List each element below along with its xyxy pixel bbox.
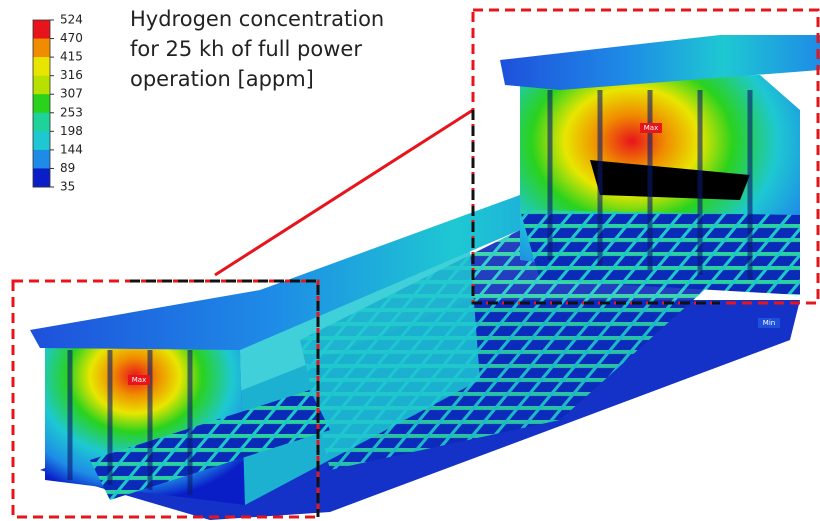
structure <box>30 35 820 520</box>
title-line: Hydrogen concentration <box>130 7 384 31</box>
legend-swatch <box>33 131 50 150</box>
color-legend: 524 470 415 316 307 253 198 144 89 35 <box>33 13 83 194</box>
legend-label: 253 <box>60 105 83 119</box>
legend-swatch <box>33 168 50 187</box>
legend-label: 316 <box>60 68 83 82</box>
legend-swatch <box>33 57 50 76</box>
legend-label: 415 <box>60 50 83 64</box>
legend-swatch <box>33 76 50 95</box>
figure: Max Max Min Hydrogen concentration for 2… <box>0 0 820 521</box>
title-line: operation [appm] <box>130 67 314 91</box>
legend-label: 89 <box>60 161 75 175</box>
min-label: Min <box>763 319 775 327</box>
legend-swatch <box>33 39 50 58</box>
legend-label: 198 <box>60 124 83 138</box>
legend-label: 470 <box>60 31 83 45</box>
max-label: Max <box>132 376 146 384</box>
legend-label: 307 <box>60 87 83 101</box>
legend-label: 35 <box>60 180 75 194</box>
legend-swatch <box>33 150 50 169</box>
legend-label: 524 <box>60 13 83 27</box>
legend-swatch <box>33 20 50 39</box>
contour-figure: Max Max Min Hydrogen concentration for 2… <box>0 0 820 521</box>
legend-label: 144 <box>60 142 83 156</box>
max-label: Max <box>644 124 658 132</box>
legend-swatch <box>33 113 50 132</box>
legend-swatch <box>33 94 50 113</box>
title-line: for 25 kh of full power <box>130 37 362 61</box>
title: Hydrogen concentration for 25 kh of full… <box>130 7 384 91</box>
